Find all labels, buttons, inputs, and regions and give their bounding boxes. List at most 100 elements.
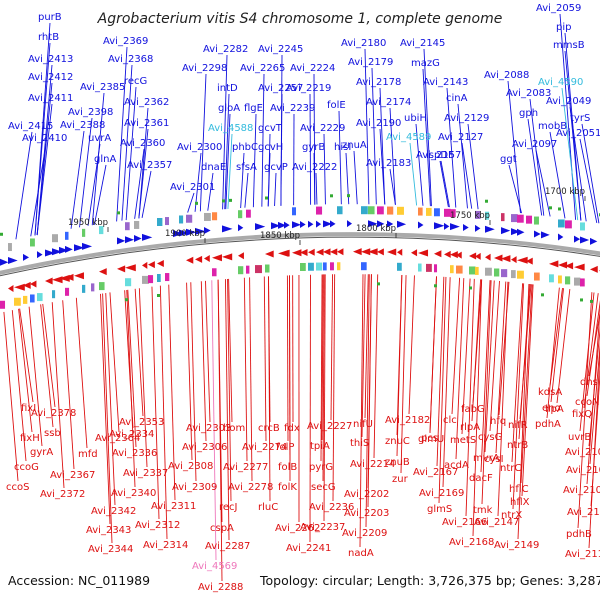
reverse-gene-arrow	[125, 264, 136, 272]
reverse-label-line	[11, 310, 27, 462]
forward-label-line	[240, 152, 245, 209]
forward-label-line	[461, 142, 473, 209]
reverse-label-lines	[3, 274, 600, 582]
reverse-gene-arrow	[397, 248, 403, 256]
reverse-gene-label: dacF	[469, 473, 493, 484]
forward-gene-label: Avi_2411	[28, 93, 73, 104]
reverse-gene-label: fixH	[20, 433, 40, 444]
cog-block-reverse	[494, 268, 500, 277]
forward-gene-arrow	[292, 221, 302, 229]
reverse-gene-label: nifU	[353, 419, 373, 430]
forward-gene-arrow	[308, 220, 314, 228]
cog-block-reverse	[511, 270, 516, 279]
forward-gene-labels: purB rhtB Avi_2413 Avi_2412 Avi_2411 Avi_2415…	[8, 3, 600, 193]
reverse-gene-label: Avi_2182	[385, 415, 430, 426]
reverse-gene-label: Avi_2309	[172, 482, 217, 493]
forward-label-line	[93, 164, 107, 225]
reverse-label-line	[495, 281, 507, 454]
forward-label-line	[579, 138, 598, 224]
reverse-gene-label: Avi_2203	[344, 508, 389, 519]
cog-block-reverse	[265, 264, 270, 273]
forward-label-line	[87, 143, 101, 226]
gc-marker	[195, 201, 198, 205]
reverse-gene-label: pyrG	[309, 462, 333, 473]
cog-block-forward	[52, 234, 58, 243]
cog-block-reverse	[300, 263, 306, 271]
scale-ticks: 1950 kbp 1900 kbp 1850 kbp 1800 kbp 1750 kbp…	[68, 187, 586, 245]
reverse-gene-label: thiS	[350, 438, 369, 449]
reverse-label-line	[228, 278, 233, 423]
forward-gene-arrow	[186, 228, 197, 236]
forward-gene-label: ubiH	[404, 113, 427, 124]
cog-block-reverse	[37, 293, 43, 302]
cog-block-forward	[377, 206, 384, 215]
reverse-label-line	[461, 278, 471, 435]
reverse-gene-label: Avi_2364	[95, 433, 140, 444]
reverse-gene-label: kdsA	[538, 387, 562, 398]
reverse-gene-label: glmS	[427, 504, 452, 515]
forward-label-line	[224, 93, 230, 210]
reverse-label-line	[322, 274, 325, 482]
forward-gene-arrow	[300, 221, 306, 228]
forward-gene-arrow	[347, 220, 353, 228]
reverse-gene-label: cysI	[484, 454, 504, 465]
reverse-label-line	[62, 300, 75, 470]
reverse-gene-label: folB	[278, 462, 297, 473]
reverse-gene-label: Avi_2102	[566, 465, 600, 476]
reverse-label-line	[211, 280, 217, 561]
cog-block-reverse	[30, 294, 35, 303]
forward-label-line	[222, 54, 228, 210]
forward-label-line	[467, 123, 479, 210]
forward-label-line	[559, 13, 577, 220]
reverse-gene-arrow	[323, 248, 331, 256]
cog-block-reverse	[534, 272, 540, 281]
reverse-label-line	[455, 278, 465, 460]
cog-block-reverse	[485, 267, 492, 276]
cog-block-forward	[580, 222, 585, 231]
forward-label-line	[309, 93, 312, 205]
reverse-gene-label: eno	[542, 403, 561, 414]
gc-marker	[469, 286, 472, 290]
forward-label-line	[252, 113, 257, 208]
reverse-label-line	[134, 288, 144, 417]
forward-gene-arrow	[501, 227, 511, 235]
reverse-gene-label: Avi_2308	[168, 461, 213, 472]
forward-label-line	[389, 168, 396, 205]
forward-label-line	[581, 123, 600, 224]
reverse-gene-label: acdA	[444, 460, 469, 471]
forward-label-line	[338, 110, 342, 205]
forward-gene-label: recG	[124, 76, 147, 87]
reverse-gene-arrow	[485, 253, 491, 261]
forward-gene-label: Avi_4590	[538, 77, 583, 88]
reverse-label-line	[520, 284, 533, 484]
gc-marker	[265, 196, 268, 200]
forward-label-line	[457, 103, 468, 209]
forward-label-line	[508, 164, 522, 214]
cog-block-reverse	[0, 300, 6, 309]
cog-block-reverse	[165, 273, 170, 282]
forward-gene-arrow	[74, 244, 85, 252]
reverse-label-line	[330, 274, 333, 421]
gc-marker	[434, 284, 437, 288]
gc-marker	[485, 199, 488, 203]
reverse-label-line	[451, 277, 461, 415]
reverse-label-line	[364, 274, 369, 419]
reverse-gene-arrow	[65, 273, 74, 281]
forward-gene-arrow	[278, 221, 287, 229]
reverse-gene-label: Avi_2214	[350, 459, 395, 470]
forward-gene-arrow	[37, 251, 43, 259]
forward-label-line	[199, 73, 207, 212]
reverse-label-line	[320, 274, 323, 462]
forward-label-line	[415, 123, 424, 206]
reverse-gene-label: fixQ	[572, 409, 592, 420]
reverse-label-line	[396, 274, 403, 457]
gc-marker	[590, 299, 593, 303]
forward-label-line	[134, 148, 145, 219]
forward-gene-label: Avi_2282	[203, 44, 248, 55]
reverse-gene-label: ccoS	[6, 482, 29, 493]
reverse-label-line	[472, 279, 483, 537]
reverse-gene-label: Avi_2340	[111, 488, 156, 499]
reverse-label-line	[550, 288, 564, 403]
reverse-gene-label: mvrA	[473, 453, 500, 464]
reverse-gene-arrow	[353, 248, 362, 256]
